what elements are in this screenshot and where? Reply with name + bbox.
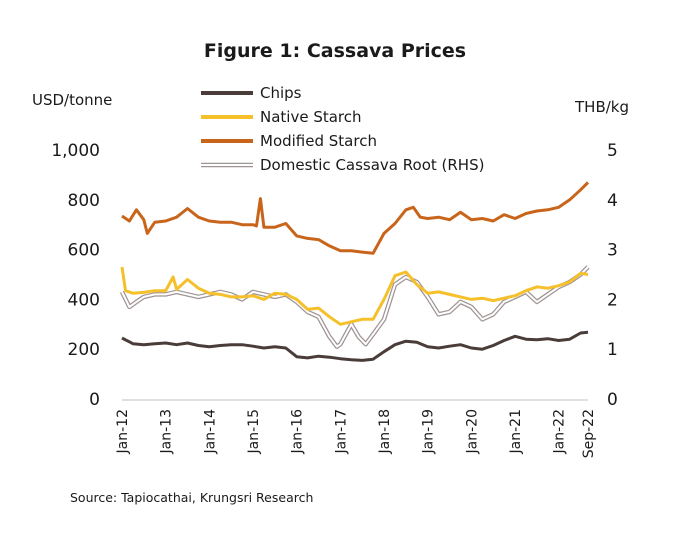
legend-label-domestic-cassava-root-rhs: Domestic Cassava Root (RHS) bbox=[260, 156, 484, 174]
series-line-native-starch bbox=[120, 266, 589, 326]
legend-label-native-starch: Native Starch bbox=[260, 108, 362, 126]
y-left-tick-label: 600 bbox=[68, 241, 100, 261]
x-tick-label: Jan-21 bbox=[508, 409, 524, 454]
x-tick-label: Jan-20 bbox=[464, 409, 480, 454]
y-left-tick-label: 200 bbox=[68, 340, 100, 360]
y-right-tick-label: 0 bbox=[607, 390, 618, 410]
series-line-modified-starch bbox=[121, 181, 590, 255]
axes: 0 200 400 600 800 1,000 0 1 2 3 4 5 Jan-12 Jan-13 Jan-… bbox=[51, 141, 618, 458]
y-left-tick-label: 400 bbox=[68, 290, 100, 310]
series-line-domestic-cassava-root-rhs-outline bbox=[119, 265, 590, 349]
x-tick-label: Sep-22 bbox=[581, 409, 597, 458]
x-tick-label: Jan-13 bbox=[159, 409, 175, 454]
legend-label-chips: Chips bbox=[260, 84, 302, 102]
x-tick-label: Jan-19 bbox=[421, 409, 437, 454]
source-note: Source: Tapiocathai, Krungsri Research bbox=[70, 490, 313, 505]
y-left-tick-label: 800 bbox=[68, 191, 100, 211]
y-left-tick-label: 1,000 bbox=[51, 141, 100, 161]
x-tick-label: Jan-12 bbox=[115, 409, 131, 454]
y-right-tick-label: 4 bbox=[607, 191, 618, 211]
x-tick-label: Jan-17 bbox=[333, 409, 349, 454]
y-left-tick-label: 0 bbox=[89, 390, 100, 410]
x-tick-label: Jan-14 bbox=[202, 409, 218, 455]
y-right-tick-label: 5 bbox=[607, 141, 618, 161]
x-tick-label: Jan-22 bbox=[552, 409, 568, 454]
legend-label-modified-starch: Modified Starch bbox=[260, 132, 377, 150]
chart-title: Figure 1: Cassava Prices bbox=[204, 40, 466, 62]
right-axis-unit: THB/kg bbox=[574, 98, 629, 116]
legend: Chips Native Starch Modified Starch Domesti… bbox=[201, 84, 484, 174]
y-right-tick-label: 3 bbox=[607, 241, 618, 261]
x-tick-label: Jan-16 bbox=[290, 409, 306, 455]
series-layer bbox=[119, 181, 590, 362]
left-axis-unit: USD/tonne bbox=[32, 91, 112, 109]
x-tick-label: Jan-15 bbox=[246, 409, 262, 454]
series-line-domestic-cassava-root-rhs bbox=[121, 266, 589, 348]
y-right-tick-label: 1 bbox=[607, 340, 618, 360]
series-line-chips bbox=[121, 330, 589, 362]
x-tick-label: Jan-18 bbox=[377, 409, 393, 454]
y-right-tick-label: 2 bbox=[607, 290, 618, 310]
